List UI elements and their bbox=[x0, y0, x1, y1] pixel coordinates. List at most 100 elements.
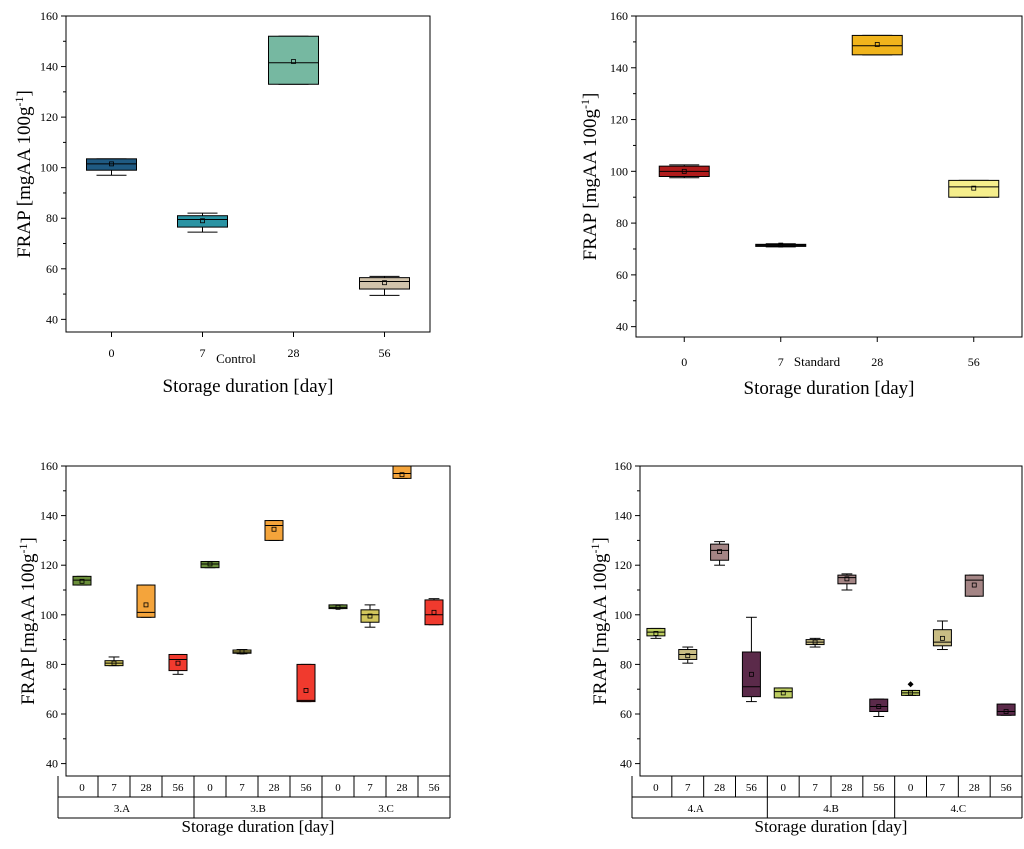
x-tick-label: 0 bbox=[207, 782, 213, 794]
x-tick-label: 56 bbox=[379, 346, 391, 360]
box bbox=[86, 158, 137, 171]
box bbox=[869, 698, 889, 713]
plot-frame bbox=[635, 15, 1023, 338]
x-tick-label: 0 bbox=[335, 782, 341, 794]
y-tick-label: 40 bbox=[620, 757, 632, 771]
plot-frame bbox=[639, 465, 1023, 777]
x-tick-label: 56 bbox=[173, 782, 185, 794]
y-tick-label: 140 bbox=[40, 60, 58, 74]
box bbox=[136, 584, 156, 618]
x-tick-label: 28 bbox=[969, 782, 981, 794]
y-tick-label: 60 bbox=[46, 262, 58, 276]
box bbox=[359, 277, 410, 290]
y-tick-label: 120 bbox=[614, 558, 632, 572]
y-tick-label: 140 bbox=[614, 509, 632, 523]
y-tick-label: 160 bbox=[610, 9, 628, 23]
x-tick-label: 7 bbox=[111, 782, 117, 794]
x-tick-label: 7 bbox=[812, 782, 818, 794]
box bbox=[168, 653, 188, 672]
box bbox=[200, 560, 220, 569]
y-tick-label: 40 bbox=[46, 312, 58, 326]
y-tick-label: 100 bbox=[40, 608, 58, 622]
mean-marker bbox=[653, 630, 659, 636]
y-tick-label: 60 bbox=[616, 268, 628, 282]
y-tick-label: 100 bbox=[40, 161, 58, 175]
box bbox=[710, 543, 730, 561]
mean-marker bbox=[717, 549, 722, 554]
mean-marker bbox=[175, 660, 181, 666]
y-axis-label: FRAP [mgAA 100g-1] bbox=[12, 90, 35, 258]
mean-marker bbox=[940, 635, 945, 641]
x-axis-label: Storage duration [day] bbox=[755, 817, 908, 836]
group-label: 3.C bbox=[378, 803, 394, 815]
chart-4-groups: 40 60 80 100 120 140 160 FRAP [mgAA 100g-1] 0 7 28… bbox=[588, 459, 1023, 836]
mean-marker bbox=[971, 582, 977, 588]
y-tick-label: 80 bbox=[46, 657, 58, 671]
x-tick-label: 28 bbox=[841, 782, 853, 794]
panel-caption: Standard bbox=[794, 354, 841, 369]
x-tick-label: 7 bbox=[778, 355, 784, 369]
mean-marker bbox=[79, 578, 85, 584]
y-tick-label: 60 bbox=[46, 707, 58, 721]
x-axis-label: Storage duration [day] bbox=[744, 378, 915, 399]
y-axis-label: FRAP [mgAA 100g-1] bbox=[588, 537, 611, 705]
mean-marker bbox=[367, 613, 373, 619]
x-tick-label: 7 bbox=[940, 782, 946, 794]
y-tick-label: 100 bbox=[610, 164, 628, 178]
mean-marker bbox=[1003, 709, 1009, 714]
y-tick-label: 160 bbox=[40, 459, 58, 473]
box bbox=[360, 609, 380, 623]
mean-marker bbox=[876, 704, 882, 709]
y-tick-label: 120 bbox=[610, 113, 628, 127]
group-label: 3.B bbox=[250, 803, 266, 815]
mean-marker bbox=[685, 653, 691, 659]
x-tick-label: 56 bbox=[968, 355, 980, 369]
box bbox=[177, 215, 228, 228]
chart-control: 40 60 80 100 120 140 160 FRAP [mgAA 100g-1] 0 7 28… bbox=[12, 9, 431, 397]
group-label: 3.A bbox=[114, 803, 130, 815]
box bbox=[424, 599, 444, 626]
mean-marker bbox=[749, 671, 754, 677]
y-axis-label: FRAP [mgAA 100g-1] bbox=[16, 537, 39, 705]
box bbox=[264, 520, 284, 541]
x-tick-label: 0 bbox=[109, 346, 115, 360]
box bbox=[328, 604, 348, 610]
mean-marker bbox=[681, 168, 687, 174]
box bbox=[268, 35, 319, 85]
mean-marker bbox=[382, 280, 387, 286]
x-tick-label: 0 bbox=[908, 782, 914, 794]
group-label: 4.A bbox=[688, 803, 704, 815]
mean-marker bbox=[399, 472, 405, 478]
outlier-point bbox=[907, 681, 914, 688]
plot-frame bbox=[65, 15, 431, 333]
y-tick-label: 140 bbox=[610, 61, 628, 75]
mean-marker bbox=[111, 660, 117, 666]
x-tick-label: 0 bbox=[653, 782, 659, 794]
box bbox=[392, 465, 412, 479]
x-tick-label: 56 bbox=[301, 782, 313, 794]
x-tick-label: 28 bbox=[269, 782, 281, 794]
mean-marker bbox=[431, 609, 437, 615]
x-tick-label: 28 bbox=[141, 782, 153, 794]
y-tick-label: 40 bbox=[46, 757, 58, 771]
mean-marker bbox=[780, 690, 786, 696]
mean-marker bbox=[335, 604, 341, 610]
mean-marker bbox=[778, 242, 784, 248]
chart-3-groups: 40 60 80 100 120 140 160 FRAP [mgAA 100g-1] 0 7 28… bbox=[16, 459, 451, 836]
x-tick-label: 56 bbox=[873, 782, 885, 794]
mean-marker bbox=[971, 185, 977, 191]
x-tick-label: 0 bbox=[79, 782, 85, 794]
chart-standard: 40 60 80 100 120 140 160 FRAP [mgAA 100g-1] 0 7 28… bbox=[578, 9, 1023, 399]
y-tick-label: 80 bbox=[620, 657, 632, 671]
y-tick-label: 100 bbox=[614, 608, 632, 622]
mean-marker bbox=[874, 42, 880, 47]
y-tick-label: 140 bbox=[40, 509, 58, 523]
x-axis-label: Storage duration [day] bbox=[182, 817, 335, 836]
x-tick-label: 7 bbox=[367, 782, 373, 794]
y-tick-label: 160 bbox=[40, 9, 58, 23]
mean-marker bbox=[143, 602, 149, 608]
x-tick-label: 56 bbox=[429, 782, 441, 794]
y-axis-label: FRAP [mgAA 100g-1] bbox=[578, 93, 601, 261]
group-label: 4.C bbox=[951, 803, 967, 815]
box bbox=[72, 575, 92, 586]
